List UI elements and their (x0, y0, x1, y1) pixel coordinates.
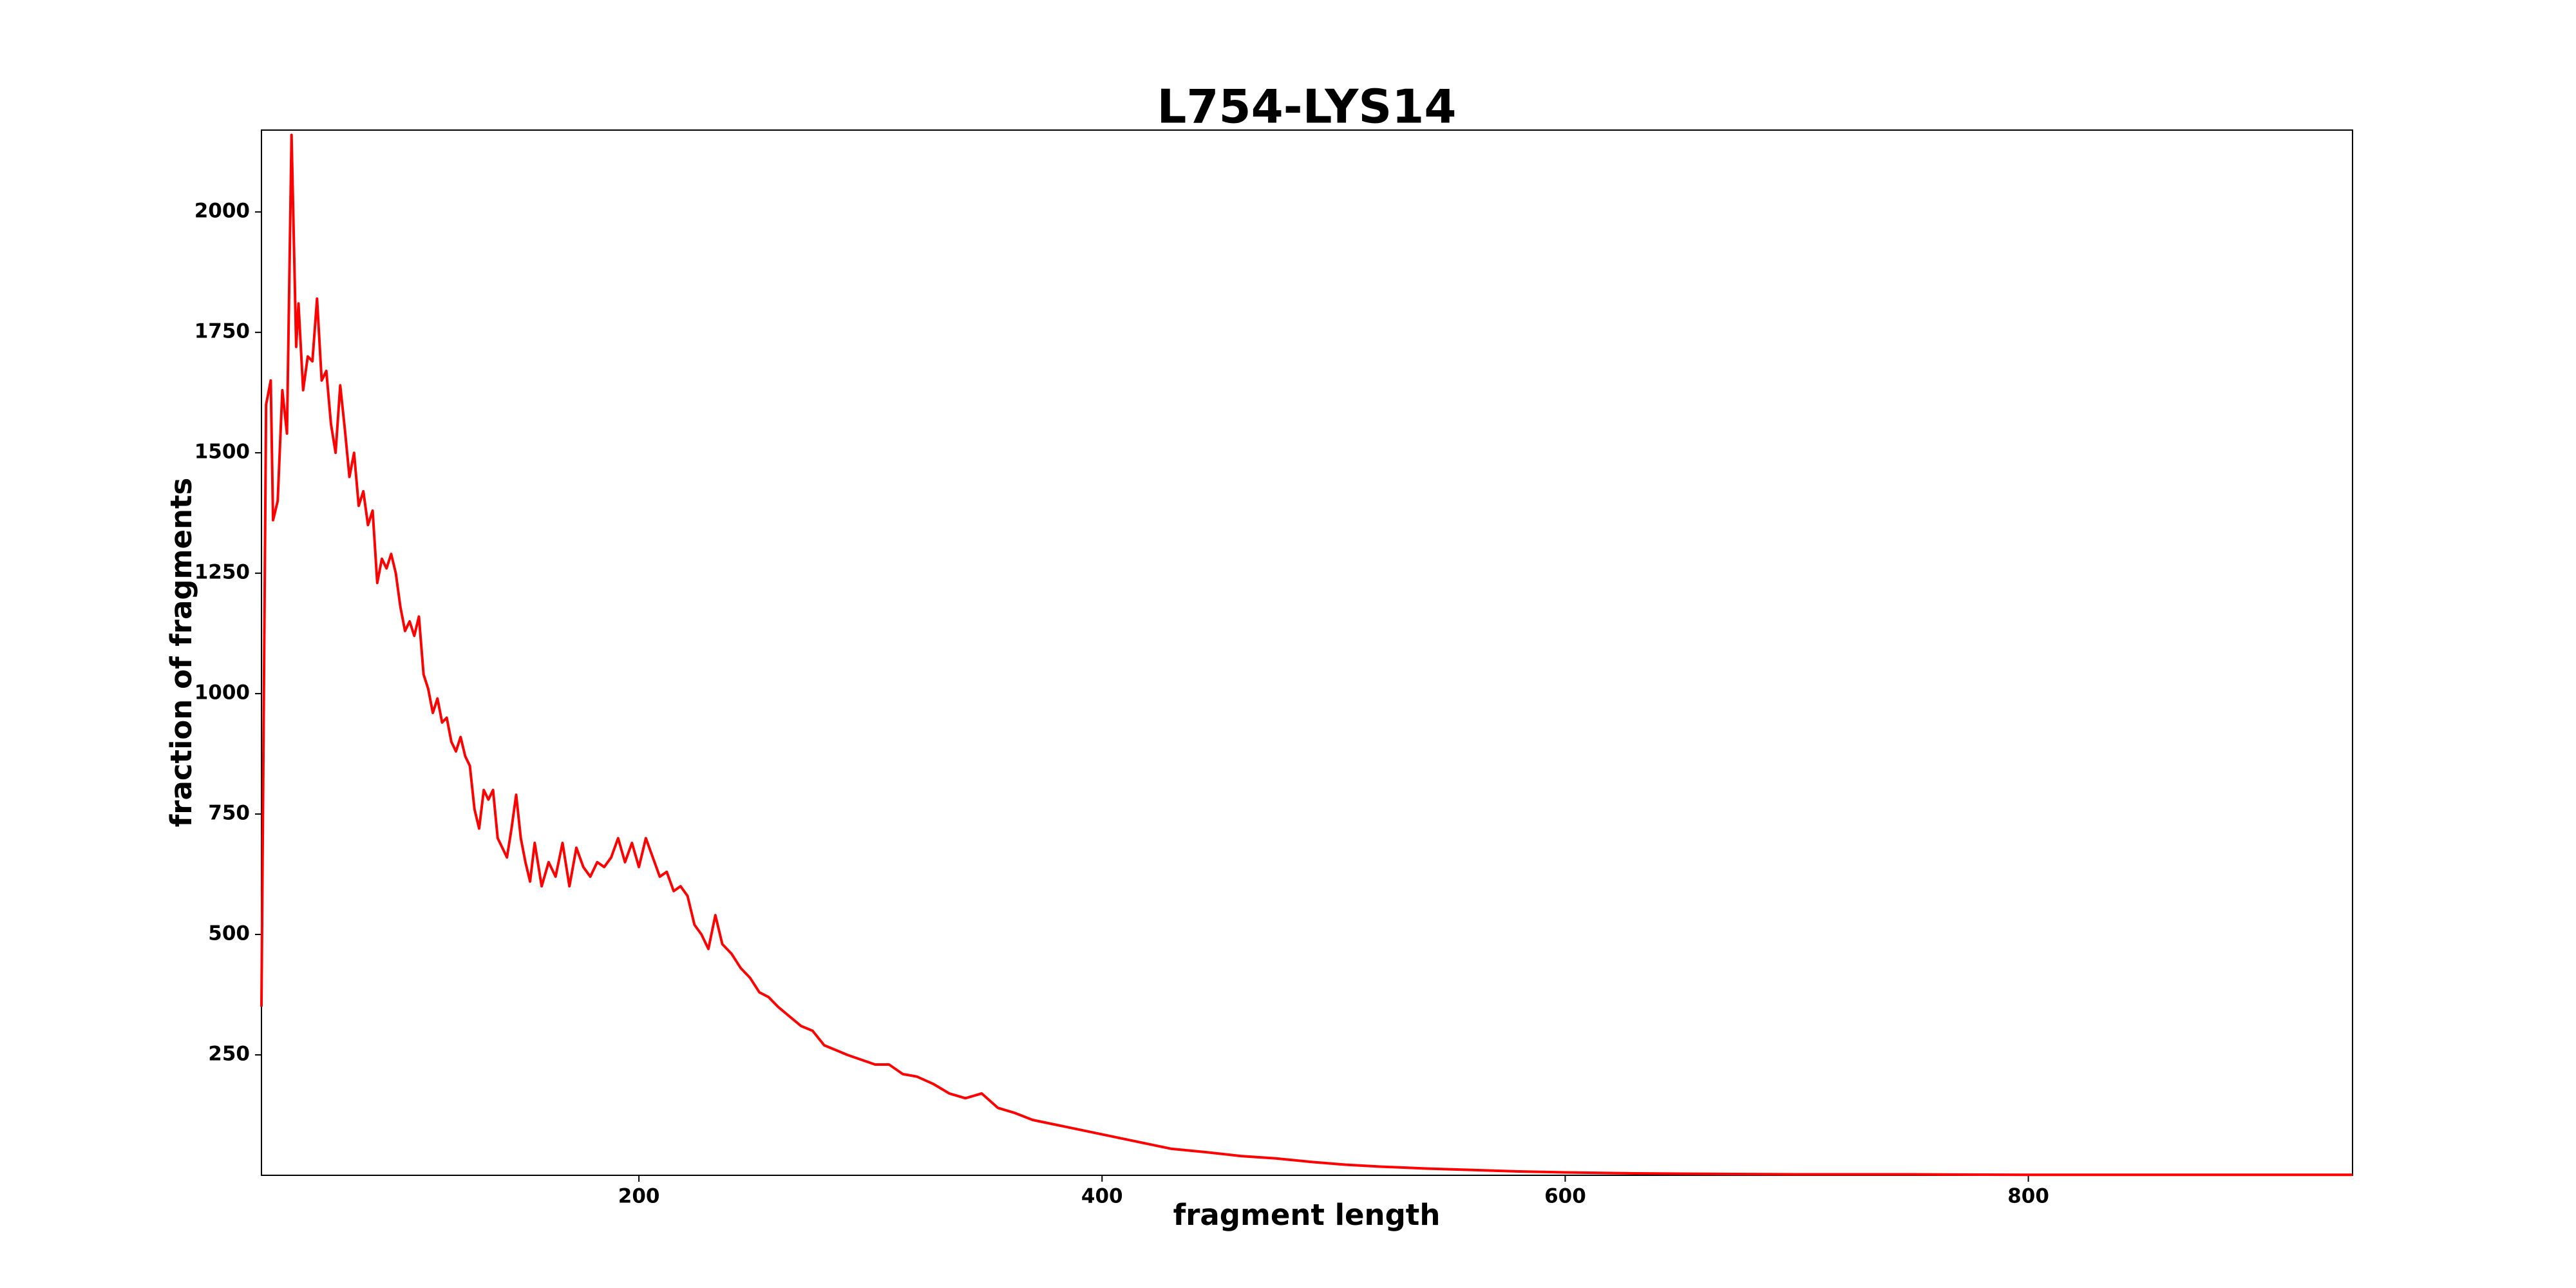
data-line (260, 133, 2353, 1177)
y-tick-label: 500 (208, 922, 250, 945)
y-tick-label: 1000 (194, 681, 250, 705)
plot-frame (261, 129, 2353, 1176)
y-tick-label: 1750 (194, 320, 250, 343)
x-tick-label: 400 (1081, 1185, 1123, 1208)
x-tick-label: 600 (1544, 1185, 1586, 1208)
x-axis-label: fragment length (1173, 1198, 1441, 1232)
y-tick-label: 1250 (194, 561, 250, 584)
x-tick-label: 200 (618, 1185, 660, 1208)
y-axis-label: fraction of fragments (164, 478, 198, 828)
y-tick-label: 250 (208, 1043, 250, 1066)
x-tick-label: 800 (2007, 1185, 2049, 1208)
y-tick-label: 2000 (194, 200, 250, 223)
y-tick-label: 1500 (194, 440, 250, 464)
y-tick-label: 750 (208, 802, 250, 825)
chart-title: L754-LYS14 (1157, 80, 1457, 134)
